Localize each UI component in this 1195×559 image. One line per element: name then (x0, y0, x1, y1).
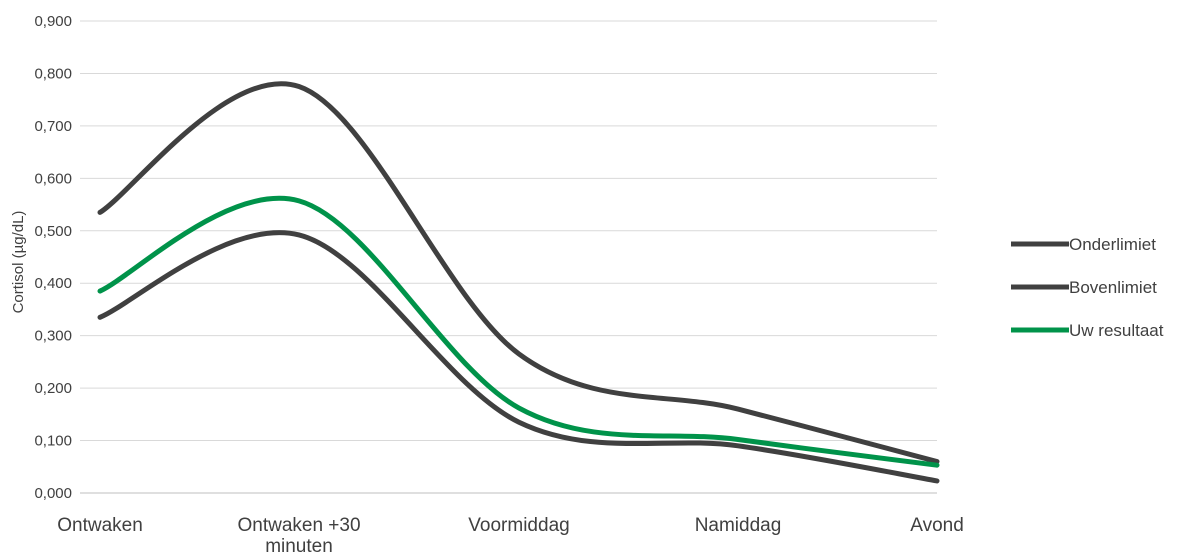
gridlines (80, 20, 937, 494)
series-line (97, 81, 940, 465)
legend-label: Onderlimiet (1069, 235, 1156, 254)
y-tick-label: 0,700 (34, 118, 72, 135)
y-tick-label: 0,500 (34, 223, 72, 240)
legend-label: Uw resultaat (1069, 321, 1164, 340)
y-tick-label: 0,800 (34, 65, 72, 82)
y-tick-label: 0,000 (34, 485, 72, 502)
y-tick-label: 0,400 (34, 275, 72, 292)
y-tick-label: 0,100 (34, 433, 72, 450)
x-tick-label-line: Ontwaken +30 (237, 515, 360, 536)
y-axis-label: Cortisol (µg/dL) (10, 211, 27, 314)
y-tick-label: 0,900 (34, 13, 72, 30)
x-tick-label-line: Avond (910, 515, 964, 536)
x-axis-ticks: Ontwaken Ontwaken +30 minuten Voormiddag Nam… (57, 515, 964, 557)
x-tick-label-line: Voormiddag (468, 515, 569, 536)
y-tick-label: 0,600 (34, 170, 72, 187)
x-tick-label: Ontwaken +30 minuten (237, 515, 360, 557)
y-tick-label: 0,300 (34, 328, 72, 345)
x-tick-label: Voormiddag (468, 515, 569, 536)
series-line (97, 196, 940, 468)
x-tick-label-line: Ontwaken (57, 515, 143, 536)
y-axis-ticks: 0,000 0,100 0,200 0,300 0,400 0,500 0,600 0,700… (34, 13, 72, 502)
legend-label: Bovenlimiet (1069, 278, 1157, 297)
x-tick-label-line: minuten (265, 536, 333, 557)
x-tick-label-line: Namiddag (695, 515, 782, 536)
legend: Onderlimiet Bovenlimiet Uw resultaat (1011, 235, 1164, 340)
y-tick-label: 0,200 (34, 380, 72, 397)
x-tick-label: Avond (910, 515, 964, 536)
series-line (97, 230, 940, 484)
series-lines (97, 81, 940, 484)
x-tick-label: Namiddag (695, 515, 782, 536)
x-tick-label: Ontwaken (57, 515, 143, 536)
